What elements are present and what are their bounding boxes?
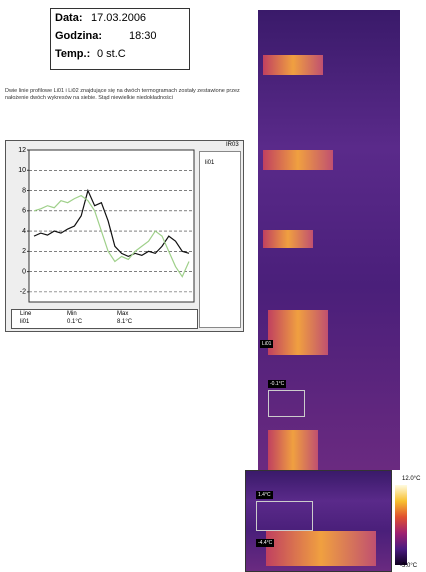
thermo-label: -0.1°C [268,380,286,388]
plot-area [29,150,194,302]
panel-title: IR03 [226,142,239,148]
temp-label: Temp.: [55,48,90,60]
y-tick-label: 6 [22,208,26,215]
time: 18:30 [129,30,157,42]
thermogram-lower: 1.4°C -4.4°C [245,470,392,572]
thermo-label: 1.4°C [256,491,273,499]
thermogram-upper: Li01 -0.1°C [258,10,400,470]
table-cell: li01 [20,319,29,325]
thermo-label: -4.4°C [256,539,274,547]
selector[interactable]: li01 [205,160,214,166]
table-header: Max [117,311,128,317]
y-tick-label: 4 [22,228,26,235]
table-cell: 8.1°C [117,319,132,325]
chart-panel: IR03 li01 Line Min Max li01 0.1°C 8.1°C … [5,140,244,332]
table-header: Min [67,311,77,317]
date-label: Data: [55,12,83,24]
color-scale [395,485,407,565]
table-header: Line [20,311,31,317]
thermo-label: Li01 [260,340,273,348]
temp: 0 st.C [97,48,126,60]
y-tick-label: 12 [18,147,26,154]
side-panel: li01 [199,151,241,328]
y-tick-label: 0 [22,268,26,275]
y-tick-label: -2 [20,289,26,296]
table-cell: 0.1°C [67,319,82,325]
scale-min: -3.0°C [400,563,417,569]
stats-table: Line Min Max li01 0.1°C 8.1°C [11,309,198,329]
y-tick-label: 2 [22,248,26,255]
time-label: Godzina: [55,30,102,42]
y-tick-label: 10 [18,167,26,174]
chart: 12 10 8 6 4 2 0 -2 [9,146,197,306]
info-box: Data: 17.03.2006 Godzina: 18:30 Temp.: 0… [50,8,190,70]
page: {"info": {"date_label": "Data:", "date":… [0,0,426,571]
date: 17.03.2006 [91,12,146,24]
note: Dwie linie profilowe Li01 i Li02 znajduj… [5,88,245,102]
scale-max: 12.0°C [402,476,420,482]
y-tick-label: 8 [22,187,26,194]
